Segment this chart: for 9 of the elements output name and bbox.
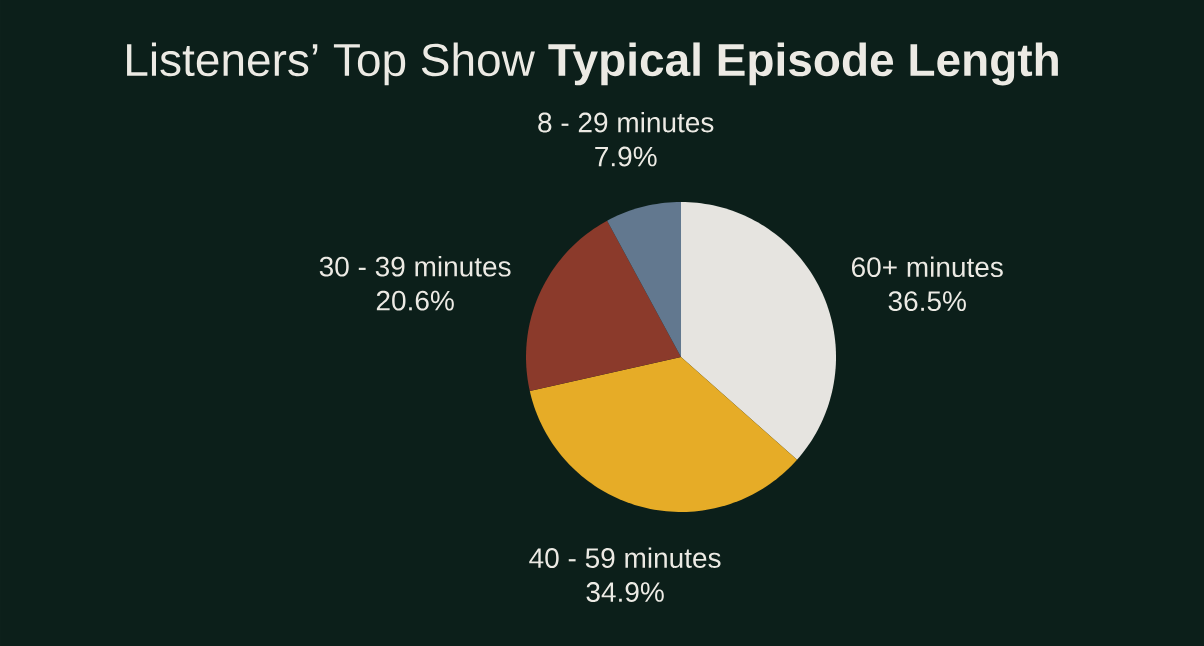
chart-title: Listeners’ Top Show Typical Episode Length <box>127 42 1058 86</box>
slice-label: 40 - 59 minutes <box>529 547 721 568</box>
data-label: 34.9% <box>586 582 664 602</box>
slice-label: 30 - 39 minutes <box>319 256 511 277</box>
slice-label: 60+ minutes <box>851 256 1003 278</box>
slice-label: 8 - 29 minutes <box>538 111 714 133</box>
data-label: 20.6% <box>376 290 454 311</box>
data-label: 36.5% <box>888 291 966 312</box>
data-label: 7.9% <box>595 146 657 167</box>
